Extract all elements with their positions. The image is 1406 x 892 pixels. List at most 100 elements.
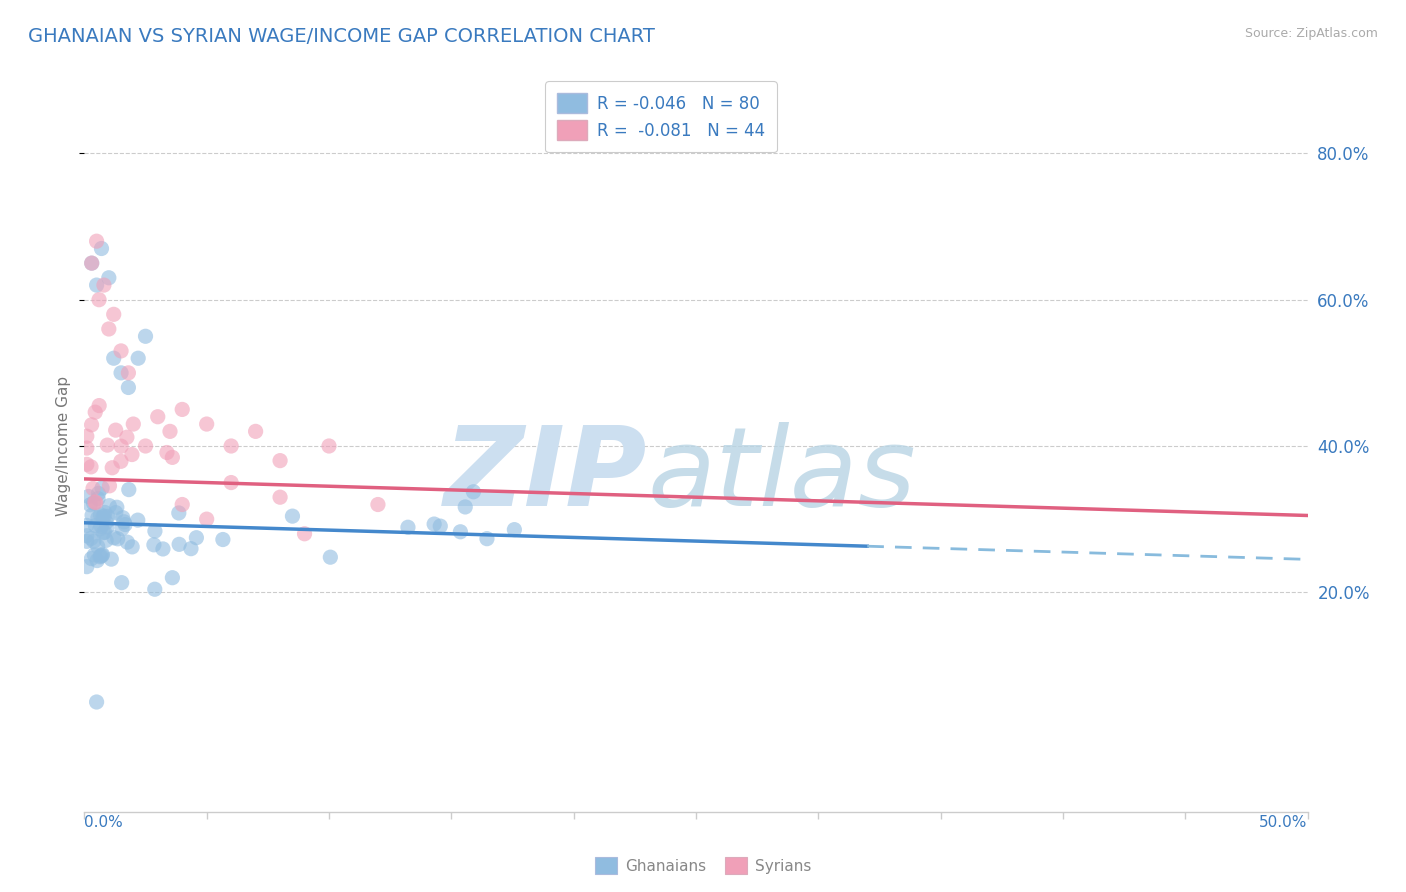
Point: [156, 445, 179, 459]
Point: [87, 539, 110, 553]
Point: [76, 529, 98, 543]
Point: [172, 402, 194, 417]
Point: [84, 495, 107, 509]
Point: [90, 519, 112, 533]
Point: [82, 482, 104, 496]
Point: [94, 516, 117, 530]
Text: GHANAIAN VS SYRIAN WAGE/INCOME GAP CORRELATION CHART: GHANAIAN VS SYRIAN WAGE/INCOME GAP CORRE…: [28, 27, 655, 45]
Point: [219, 439, 242, 453]
Point: [121, 540, 143, 554]
Point: [97, 270, 120, 285]
Point: [76, 441, 98, 455]
Point: [162, 571, 184, 585]
Text: Source: ZipAtlas.com: Source: ZipAtlas.com: [1244, 27, 1378, 40]
Point: [94, 505, 117, 519]
Point: [89, 522, 111, 536]
Point: [117, 535, 139, 549]
Point: [118, 483, 141, 497]
Point: [93, 509, 115, 524]
Point: [83, 548, 105, 562]
Point: [219, 475, 242, 490]
Point: [91, 509, 114, 524]
Point: [97, 322, 120, 336]
Point: [94, 533, 117, 548]
Point: [83, 495, 105, 509]
Point: [87, 491, 110, 506]
Legend: R = -0.046   N = 80, R =  -0.081   N = 44: R = -0.046 N = 80, R = -0.081 N = 44: [546, 81, 776, 152]
Point: [110, 343, 132, 358]
Point: [159, 425, 181, 439]
Point: [80, 459, 103, 474]
Point: [143, 524, 166, 538]
Point: [76, 458, 98, 472]
Point: [195, 417, 218, 431]
Point: [105, 500, 128, 515]
Point: [454, 500, 477, 514]
Point: [475, 532, 498, 546]
Point: [80, 256, 103, 270]
Point: [127, 351, 149, 366]
Point: [80, 256, 103, 270]
Point: [104, 506, 127, 520]
Point: [463, 484, 485, 499]
Point: [91, 481, 114, 495]
Point: [195, 512, 218, 526]
Point: [96, 520, 118, 534]
Point: [162, 450, 184, 465]
Point: [152, 541, 174, 556]
Point: [80, 551, 103, 566]
Point: [146, 409, 169, 424]
Point: [281, 509, 304, 524]
Point: [79, 498, 101, 512]
Point: [121, 448, 143, 462]
Point: [80, 417, 103, 432]
Point: [269, 490, 291, 504]
Point: [98, 479, 121, 493]
Point: [110, 454, 132, 468]
Point: [104, 423, 127, 437]
Point: [110, 366, 132, 380]
Point: [107, 532, 129, 546]
Point: [212, 533, 235, 547]
Point: [76, 518, 98, 533]
Point: [86, 695, 108, 709]
Point: [91, 548, 114, 562]
Point: [93, 278, 115, 293]
Point: [76, 559, 98, 574]
Legend: Ghanaians, Syrians: Ghanaians, Syrians: [589, 851, 817, 880]
Point: [503, 523, 526, 537]
Point: [269, 453, 291, 467]
Point: [100, 552, 122, 566]
Point: [167, 506, 190, 520]
Point: [319, 550, 342, 565]
Point: [367, 498, 389, 512]
Point: [122, 417, 145, 431]
Point: [112, 515, 135, 529]
Point: [172, 498, 194, 512]
Point: [87, 293, 110, 307]
Point: [167, 537, 190, 551]
Point: [117, 380, 139, 394]
Point: [449, 524, 471, 539]
Point: [111, 522, 134, 536]
Point: [135, 329, 157, 343]
Point: [76, 429, 98, 443]
Point: [87, 486, 110, 500]
Text: 0.0%: 0.0%: [84, 815, 124, 830]
Point: [89, 508, 111, 522]
Point: [90, 242, 112, 256]
Point: [142, 538, 165, 552]
Point: [103, 351, 125, 366]
Point: [77, 490, 100, 504]
Point: [96, 438, 118, 452]
Point: [83, 496, 105, 510]
Point: [83, 534, 105, 549]
Point: [86, 234, 108, 248]
Point: [86, 278, 108, 293]
Point: [143, 582, 166, 597]
Point: [245, 425, 267, 439]
Point: [180, 541, 202, 556]
Point: [76, 534, 98, 549]
Point: [111, 510, 134, 524]
Point: [87, 510, 110, 524]
